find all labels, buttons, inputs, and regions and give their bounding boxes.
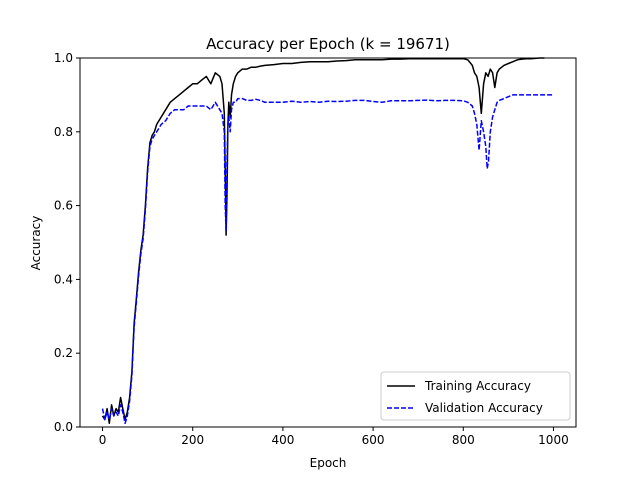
x-axis-label: Epoch [310,456,347,470]
y-tick-label: 0.6 [54,199,73,213]
axes-frame [79,57,577,428]
y-tick-label: 0.8 [54,125,73,139]
plot-area [101,57,554,425]
x-tick-label: 600 [362,433,385,447]
x-tick-label: 0 [99,433,107,447]
chart-title: Accuracy per Epoch (k = 19671) [206,35,450,53]
y-tick-label: 0.0 [54,420,73,434]
y-tick-label: 0.4 [54,272,73,286]
x-tick-label: 1000 [538,433,569,447]
legend: Training Accuracy Validation Accuracy [380,371,571,421]
x-tick-label: 200 [181,433,204,447]
axes: 0 200 400 600 800 1000 0.0 0.2 0.4 0.6 0.8 1.0 [54,51,577,447]
legend-label: Validation Accuracy [425,401,543,415]
legend-box [380,371,571,421]
series-line-validation-accuracy [101,94,554,425]
x-tick-label: 800 [452,433,475,447]
x-tick-label: 400 [271,433,294,447]
y-tick-label: 0.2 [54,346,73,360]
series-line-training-accuracy [101,57,545,425]
y-axis-label: Accuracy [29,216,43,271]
y-tick-label: 1.0 [54,51,73,65]
legend-label: Training Accuracy [424,379,531,393]
